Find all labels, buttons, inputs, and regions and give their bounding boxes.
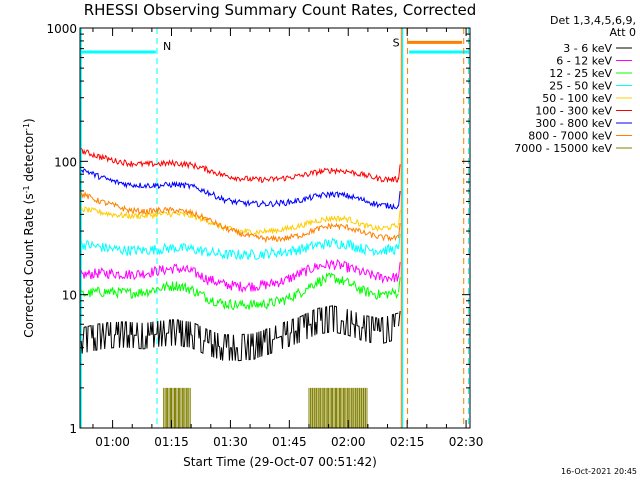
axes: 1 10 100 1000 01:00 01:15 01:30 01:45 02:00 02:15… <box>46 22 483 449</box>
series-line-4 <box>80 206 399 236</box>
legend-entry-label: 800 - 7000 keV <box>528 130 612 143</box>
legend-entry-label: 50 - 100 keV <box>542 92 612 105</box>
series-5 <box>80 147 401 184</box>
legend-header-line: Att 0 <box>610 26 636 39</box>
legend-entry-label: 100 - 300 keV <box>535 105 612 118</box>
series-line-1 <box>80 258 399 293</box>
y-axis-label: Corrected Count Rate (s-1 detector-1) <box>22 118 37 337</box>
series-2 <box>80 272 401 311</box>
series-3 <box>80 233 401 261</box>
x-tick-label: 01:00 <box>95 435 130 449</box>
series-line-2 <box>80 272 399 311</box>
x-tick-label: 02:15 <box>390 435 425 449</box>
series-end-rise-6 <box>398 191 401 207</box>
series-0 <box>80 305 401 362</box>
series-end-rise-5 <box>398 164 401 180</box>
plot-frame <box>79 27 471 429</box>
series-end-rise-1 <box>398 262 401 278</box>
saa-label: S <box>393 36 400 49</box>
legend-entry-label: 300 - 800 keV <box>535 117 612 130</box>
legend-entry-label: 12 - 25 keV <box>549 67 612 80</box>
x-tick-label: 01:30 <box>213 435 248 449</box>
series-6 <box>81 168 401 210</box>
series-end-rise-0 <box>398 310 401 327</box>
y-tick-label: 1000 <box>46 22 77 36</box>
chart-title: RHESSI Observing Summary Count Rates, Co… <box>84 1 477 19</box>
series-end-rise-2 <box>398 277 401 293</box>
y-tick-label: 10 <box>62 289 77 303</box>
legend-header-line: Det 1,3,4,5,6,9, <box>550 14 636 27</box>
series-end-rise-4 <box>398 210 401 226</box>
legend-entry-label: 6 - 12 keV <box>556 55 612 68</box>
x-tick-label: 01:45 <box>272 435 307 449</box>
y-tick-label: 1 <box>69 422 77 436</box>
series-line-3 <box>80 237 399 261</box>
series-line-7 <box>80 190 399 244</box>
series-8 <box>163 387 368 428</box>
series-line-5 <box>80 147 399 184</box>
series-end-rise-7 <box>398 222 401 239</box>
series-line-6 <box>81 168 399 210</box>
series-1 <box>80 258 401 293</box>
legend-entry-label: 3 - 6 keV <box>563 42 612 55</box>
x-tick-label: 01:15 <box>154 435 189 449</box>
night-label: N <box>163 40 171 53</box>
x-tick-label: 02:00 <box>331 435 366 449</box>
legend-entry-label: 25 - 50 keV <box>549 80 612 93</box>
series-layer <box>80 147 401 428</box>
series-end-rise-3 <box>398 233 401 250</box>
footer-timestamp: 16-Oct-2021 20:45 <box>561 467 637 476</box>
series-line-0 <box>80 305 399 362</box>
series-7 <box>80 190 401 244</box>
x-axis-label: Start Time (29-Oct-07 00:51:42) <box>183 455 377 469</box>
x-tick-label: 02:30 <box>449 435 484 449</box>
legend-entry-label: 7000 - 15000 keV <box>514 142 612 155</box>
series-4 <box>80 206 401 236</box>
y-tick-label: 100 <box>54 155 77 169</box>
